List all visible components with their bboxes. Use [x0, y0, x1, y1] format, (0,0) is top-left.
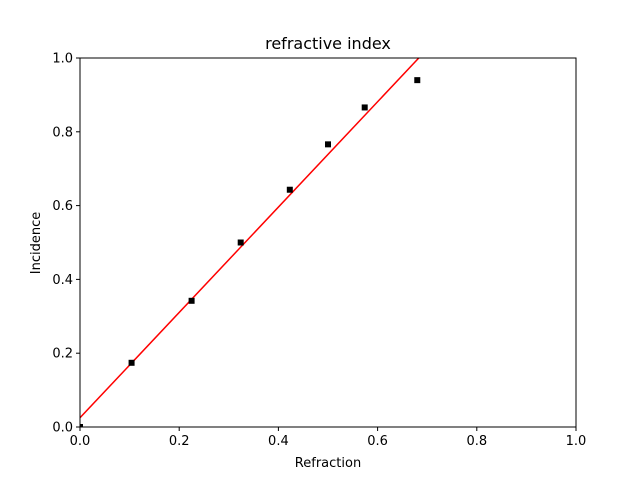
- plot-area: 0.0 0.2 0.4 0.6 0.8 1.0 0.0 0.2 0.4 0.6 0.8 1.0: [52, 52, 586, 450]
- y-tick-label: 0.8: [52, 125, 73, 140]
- x-tick-label: 0.0: [70, 434, 91, 449]
- data-point: [237, 239, 244, 246]
- x-tick-label: 0.8: [466, 434, 487, 449]
- data-point: [188, 297, 195, 304]
- data-point: [361, 104, 368, 111]
- y-tick-label: 0.6: [52, 199, 73, 214]
- chart-title: refractive index: [265, 34, 391, 53]
- x-tick-label: 0.2: [169, 434, 190, 449]
- x-tick-label: 1.0: [566, 434, 587, 449]
- x-tick-label: 0.4: [268, 434, 289, 449]
- y-tick-label: 0.0: [52, 421, 73, 436]
- data-point: [128, 359, 135, 366]
- data-point: [80, 424, 83, 427]
- data-point: [286, 186, 293, 193]
- x-axis-label: Refraction: [295, 456, 361, 471]
- data-point: [325, 141, 331, 148]
- x-tick-label: 0.6: [367, 434, 388, 449]
- y-tick-label: 0.2: [52, 347, 73, 362]
- axes-frame: [79, 57, 577, 428]
- y-tick-label: 0.4: [52, 273, 73, 288]
- fit-line: [80, 58, 420, 419]
- data-layer: [80, 58, 421, 427]
- y-axis-label: Incidence: [29, 212, 44, 274]
- y-tick-label: 1.0: [52, 52, 73, 67]
- data-point: [414, 77, 421, 84]
